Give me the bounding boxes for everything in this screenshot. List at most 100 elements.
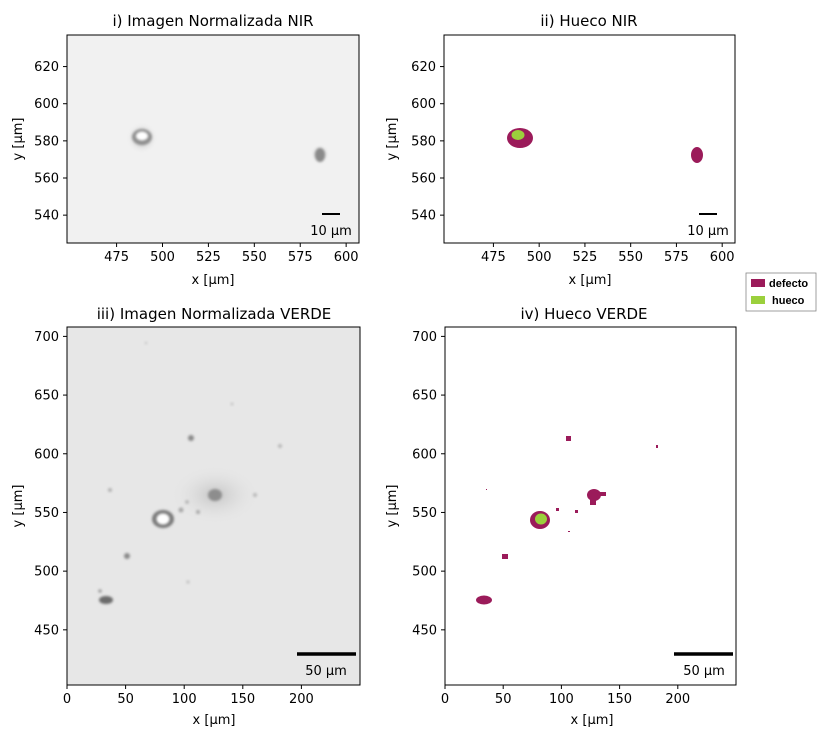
y-tick-label: 560 — [411, 172, 436, 187]
defect-spot — [230, 402, 234, 406]
y-ticks: 450 500 550 600 650 700 — [34, 330, 67, 638]
y-tick-label: 650 — [412, 389, 437, 404]
x-tick-label: 550 — [618, 250, 643, 265]
y-tick-label: 600 — [34, 97, 59, 112]
defect-blob — [99, 596, 113, 604]
y-tick-label: 700 — [412, 330, 437, 345]
x-axis-label: x [µm] — [193, 713, 236, 728]
x-tick-label: 150 — [607, 692, 632, 707]
y-tick-label: 560 — [34, 172, 59, 187]
x-tick-label: 100 — [549, 692, 574, 707]
defect-spot — [185, 500, 189, 504]
x-tick-label: 500 — [527, 250, 552, 265]
panel-nir-image: 10 µm 475 500 525 550 575 600 540 560 580 600 620… — [11, 12, 360, 288]
x-tick-label: 0 — [441, 692, 449, 707]
legend-label-hueco: hueco — [772, 295, 805, 307]
x-tick-label: 150 — [230, 692, 255, 707]
legend-swatch-hueco — [751, 296, 765, 304]
y-axis-label: y [µm] — [11, 118, 26, 161]
scalebar-label: 10 µm — [687, 224, 729, 239]
legend-swatch-defecto — [751, 279, 765, 287]
mask-features — [507, 128, 703, 163]
y-tick-label: 620 — [34, 60, 59, 75]
y-tick-label: 550 — [412, 506, 437, 521]
y-tick-label: 500 — [412, 565, 437, 580]
panel-title: ii) Hueco NIR — [540, 12, 637, 30]
defect-spot — [186, 580, 190, 584]
defect-spot — [196, 510, 200, 514]
y-tick-label: 450 — [412, 623, 437, 638]
plot-frame — [66, 326, 361, 686]
x-ticks: 0 50 100 150 200 — [63, 685, 314, 707]
defecto-region — [598, 492, 606, 496]
defect-spot — [188, 435, 194, 441]
x-tick-label: 575 — [288, 250, 313, 265]
plot-frame — [66, 34, 360, 244]
x-ticks: 475 500 525 550 575 600 — [104, 243, 359, 265]
defect-spot — [98, 589, 102, 593]
defect-core — [136, 131, 148, 141]
plot-frame — [443, 34, 736, 244]
panel-title: i) Imagen Normalizada NIR — [112, 12, 313, 30]
x-tick-label: 200 — [665, 692, 690, 707]
x-tick-label: 600 — [710, 250, 735, 265]
y-tick-label: 600 — [34, 447, 59, 462]
x-tick-label: 50 — [495, 692, 512, 707]
y-tick-label: 620 — [411, 60, 436, 75]
x-tick-label: 550 — [242, 250, 267, 265]
x-tick-label: 525 — [573, 250, 598, 265]
x-tick-label: 525 — [196, 250, 221, 265]
legend: defecto hueco — [745, 272, 817, 312]
defecto-region — [691, 147, 703, 163]
mask-features — [476, 436, 658, 605]
legend-label-defecto: defecto — [769, 278, 808, 290]
defecto-region — [656, 445, 658, 448]
defect-spot — [253, 493, 257, 497]
x-axis-label: x [µm] — [569, 273, 612, 288]
y-ticks: 450 500 550 600 650 700 — [412, 330, 445, 638]
hueco-region — [511, 130, 525, 140]
x-tick-label: 0 — [63, 692, 71, 707]
defecto-region — [476, 595, 492, 605]
plot-background — [444, 35, 735, 243]
y-tick-label: 600 — [411, 97, 436, 112]
image-features — [126, 122, 330, 164]
defect-spot — [124, 553, 130, 559]
scalebar-label: 50 µm — [683, 664, 725, 679]
plot-background — [445, 327, 736, 685]
defecto-region — [566, 436, 571, 441]
plot-frame — [444, 326, 737, 686]
defect-spot — [108, 488, 112, 492]
y-ticks: 540 560 580 600 620 — [411, 60, 444, 224]
x-axis-label: x [µm] — [192, 273, 235, 288]
y-tick-label: 550 — [34, 506, 59, 521]
y-tick-label: 540 — [411, 209, 436, 224]
defect-core — [156, 513, 170, 525]
image-features — [98, 341, 282, 604]
y-tick-label: 450 — [34, 623, 59, 638]
y-tick-label: 580 — [411, 134, 436, 149]
defecto-region — [575, 510, 578, 513]
panel-title: iii) Imagen Normalizada VERDE — [97, 305, 332, 323]
x-tick-label: 50 — [117, 692, 134, 707]
defecto-region — [556, 508, 559, 511]
y-tick-label: 580 — [34, 134, 59, 149]
x-axis-label: x [µm] — [571, 713, 614, 728]
defect-spot — [144, 341, 148, 345]
defect-blob — [315, 148, 325, 162]
y-tick-label: 500 — [34, 565, 59, 580]
panel-nir-mask: 10 µm 475 500 525 550 575 600 540 560 580 600 620… — [385, 12, 736, 288]
plot-background — [67, 35, 359, 243]
panel-verde-mask: 50 µm 0 50 100 150 200 450 500 550 600 650 700 iv… — [385, 305, 737, 728]
defecto-region — [502, 554, 508, 559]
x-tick-label: 100 — [172, 692, 197, 707]
hueco-region — [535, 513, 547, 525]
defecto-region — [486, 489, 487, 490]
x-tick-label: 475 — [104, 250, 129, 265]
x-tick-label: 575 — [664, 250, 689, 265]
defecto-region — [587, 489, 601, 501]
y-ticks: 540 560 580 600 620 — [34, 60, 67, 224]
x-tick-label: 600 — [334, 250, 359, 265]
y-axis-label: y [µm] — [385, 485, 400, 528]
